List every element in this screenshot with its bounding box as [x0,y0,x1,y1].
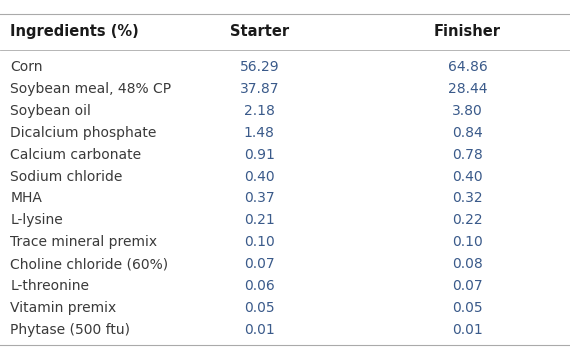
Text: Soybean oil: Soybean oil [10,104,91,118]
Text: 56.29: 56.29 [239,60,279,74]
Text: 0.10: 0.10 [452,235,483,249]
Text: Vitamin premix: Vitamin premix [10,301,116,315]
Text: 0.07: 0.07 [452,279,483,293]
Text: 0.40: 0.40 [244,169,275,183]
Text: 0.10: 0.10 [244,235,275,249]
Text: L-lysine: L-lysine [10,213,63,227]
Text: Starter: Starter [230,24,289,39]
Text: 0.37: 0.37 [244,191,275,205]
Text: MHA: MHA [10,191,42,205]
Text: Calcium carbonate: Calcium carbonate [10,148,141,161]
Text: 0.01: 0.01 [244,323,275,337]
Text: 37.87: 37.87 [239,82,279,96]
Text: 0.08: 0.08 [452,257,483,271]
Text: 0.06: 0.06 [244,279,275,293]
Text: 0.22: 0.22 [452,213,483,227]
Text: 0.32: 0.32 [452,191,483,205]
Text: Sodium chloride: Sodium chloride [10,169,123,183]
Text: Dicalcium phosphate: Dicalcium phosphate [10,126,157,140]
Text: 0.84: 0.84 [452,126,483,140]
Text: 2.18: 2.18 [244,104,275,118]
Text: Finisher: Finisher [434,24,501,39]
Text: 0.05: 0.05 [452,301,483,315]
Text: 0.05: 0.05 [244,301,275,315]
Text: 0.78: 0.78 [452,148,483,161]
Text: 1.48: 1.48 [244,126,275,140]
Text: 0.07: 0.07 [244,257,275,271]
Text: 0.40: 0.40 [452,169,483,183]
Text: L-threonine: L-threonine [10,279,89,293]
Text: Corn: Corn [10,60,43,74]
Text: Choline chloride (60%): Choline chloride (60%) [10,257,168,271]
Text: Phytase (500 ftu): Phytase (500 ftu) [10,323,131,337]
Text: Trace mineral premix: Trace mineral premix [10,235,157,249]
Text: 0.91: 0.91 [244,148,275,161]
Text: Ingredients (%): Ingredients (%) [10,24,139,39]
Text: 0.21: 0.21 [244,213,275,227]
Text: 64.86: 64.86 [447,60,487,74]
Text: 3.80: 3.80 [452,104,483,118]
Text: 0.01: 0.01 [452,323,483,337]
Text: 28.44: 28.44 [447,82,487,96]
Text: Soybean meal, 48% CP: Soybean meal, 48% CP [10,82,172,96]
